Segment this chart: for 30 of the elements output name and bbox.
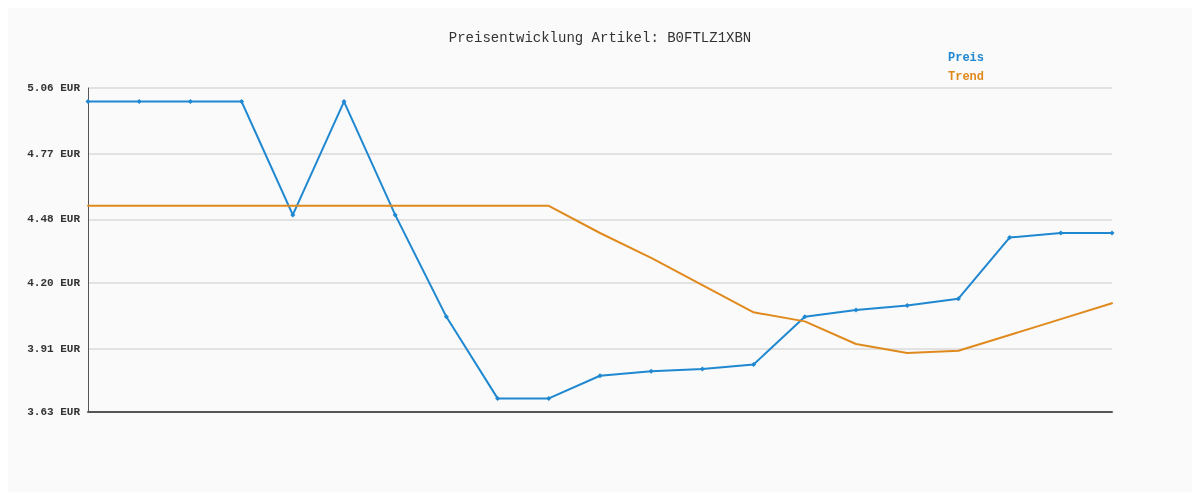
point [392,212,398,218]
point [853,307,859,313]
point [1058,230,1064,236]
point [239,99,245,105]
point [955,296,961,302]
point [495,395,501,401]
text: Preis [948,51,985,65]
y-tick-label: 4.48 EUR [27,213,81,226]
point [904,303,910,309]
point [597,373,603,379]
point [546,395,552,401]
y-tick-label: 3.63 EUR [27,406,81,418]
point [1007,235,1013,241]
point [1109,230,1115,236]
point [751,361,757,367]
point [187,99,193,105]
point [136,99,142,105]
text: Trend [948,70,985,84]
point [699,366,705,372]
y-tick-label: 5.06 EUR [27,82,81,94]
y-tick-label: 4.77 EUR [27,147,81,160]
y-tick-label: 3.91 EUR [27,342,81,355]
y-tick-label: 4.20 EUR [27,276,81,289]
chart-title: Preisentwicklung Artikel: B0FTLZ1XBN [448,30,752,46]
point [290,212,296,218]
point [802,314,808,320]
point [443,314,449,320]
point [648,368,654,374]
point [85,99,91,105]
line-series [87,204,1113,355]
